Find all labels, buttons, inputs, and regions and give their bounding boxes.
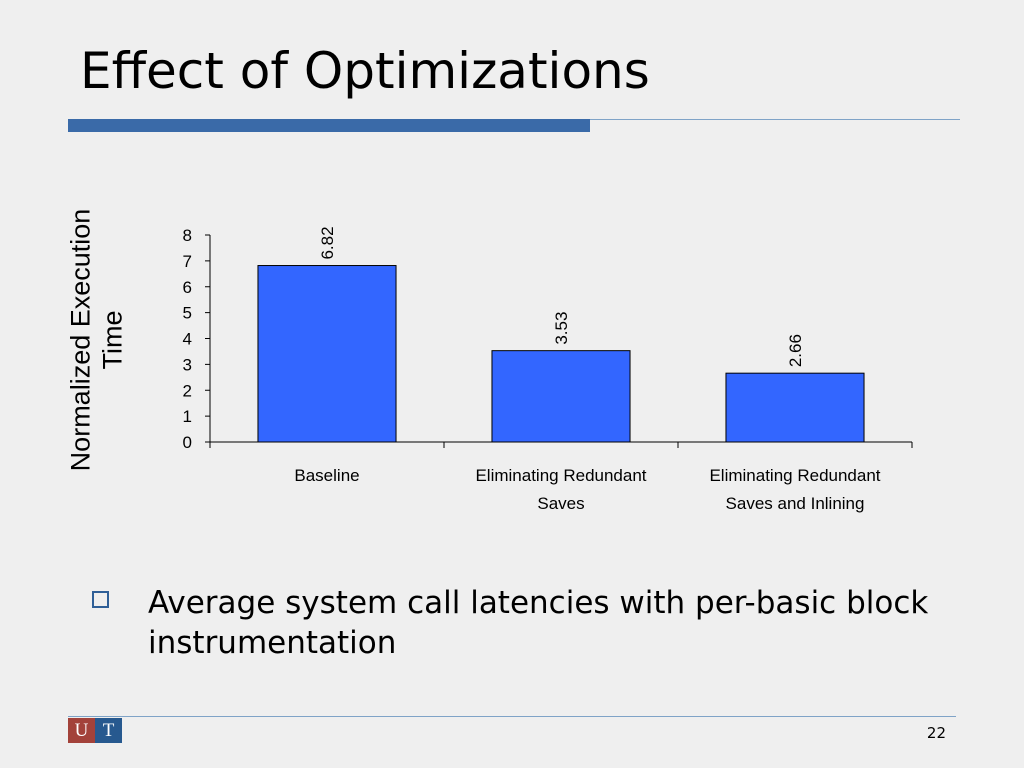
bar [725,372,865,443]
y-tick-label: 8 [183,226,192,245]
bullet-text: Average system call latencies with per-b… [148,585,929,661]
footer-rule [68,716,956,717]
x-category-label: Eliminating Redundant [709,466,880,485]
title-thin-rule [590,119,960,120]
y-tick-label: 5 [183,304,192,323]
y-tick-label: 1 [183,407,192,426]
university-logo: U T [68,718,122,743]
page-number: 22 [926,724,946,742]
bar-chart: 0 1 2 3 4 5 6 7 8 6.82 Baseline 3.53 Eliminating Red… [183,226,913,513]
bar [257,265,397,443]
y-tick-label: 6 [183,278,192,297]
x-category-label: Baseline [294,466,359,485]
y-tick-label: 7 [183,252,192,271]
y-tick-label: 4 [183,330,192,349]
slide-title: Effect of Optimizations [80,42,650,100]
x-category-label: Eliminating Redundant [475,466,646,485]
y-tick-label: 3 [183,355,192,374]
bar-data-label: 2.66 [786,334,805,367]
bullet-square-icon [92,591,109,608]
bar [491,350,631,443]
logo-right-block: T [95,718,122,743]
logo-left-block: U [68,718,95,743]
y-tick-label: 0 [183,433,192,452]
title-accent-rule [68,119,590,132]
bar-data-label: 6.82 [318,226,337,259]
y-tick-label: 2 [183,381,192,400]
x-category-label: Saves and Inlining [726,494,865,513]
bar-data-label: 3.53 [552,312,571,345]
x-category-label: Saves [537,494,584,513]
